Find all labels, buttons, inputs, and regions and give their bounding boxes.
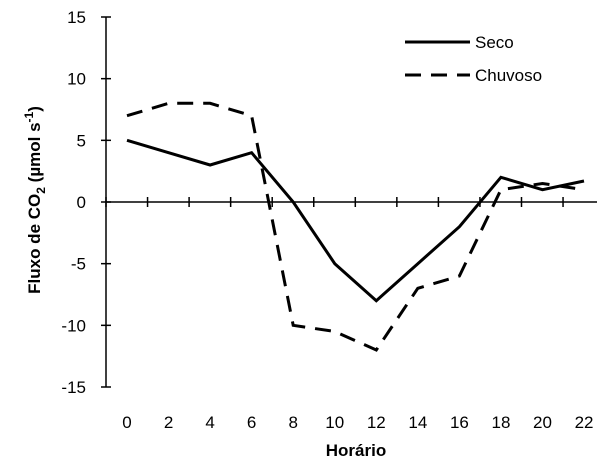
x-axis: 0 2 4 6 8 10 12 14 16 18 20 22 (105, 197, 597, 432)
y-axis-title: Fluxo de CO2 (µmol s-1) (22, 106, 48, 294)
x-tick-label: 18 (491, 413, 510, 432)
y-tick-label: 10 (67, 70, 86, 89)
y-tick-label: 15 (67, 8, 86, 27)
legend-label-chuvoso: Chuvoso (475, 66, 542, 85)
x-tick-label: 0 (122, 413, 131, 432)
y-tick-label: -5 (71, 255, 86, 274)
x-tick-label: 14 (408, 413, 427, 432)
y-axis-title-superscript: -1 (22, 111, 36, 122)
x-tick-label: 8 (288, 413, 297, 432)
x-tick-label: 16 (450, 413, 469, 432)
x-axis-title: Horário (326, 441, 386, 459)
series-line-chuvoso (126, 101, 585, 352)
x-tick-label: 22 (575, 413, 594, 432)
x-tick-label: 6 (247, 413, 256, 432)
x-tick-label: 2 (164, 413, 173, 432)
y-tick-label: 5 (77, 131, 86, 150)
y-tick-label: -15 (61, 378, 86, 397)
series-line-seco (126, 138, 585, 303)
legend-label-seco: Seco (475, 33, 514, 52)
y-tick-label: 0 (77, 193, 86, 212)
x-tick-label: 12 (367, 413, 386, 432)
x-tick-label: 4 (205, 413, 214, 432)
y-axis: -15 -10 -5 0 5 10 15 (61, 8, 111, 397)
y-tick-label: -10 (61, 316, 86, 335)
x-tick-label: 20 (533, 413, 552, 432)
y-axis-title-subscript: 2 (34, 187, 48, 194)
legend: Seco Chuvoso (405, 33, 542, 85)
x-tick-label: 10 (325, 413, 344, 432)
series-layer (126, 101, 585, 352)
